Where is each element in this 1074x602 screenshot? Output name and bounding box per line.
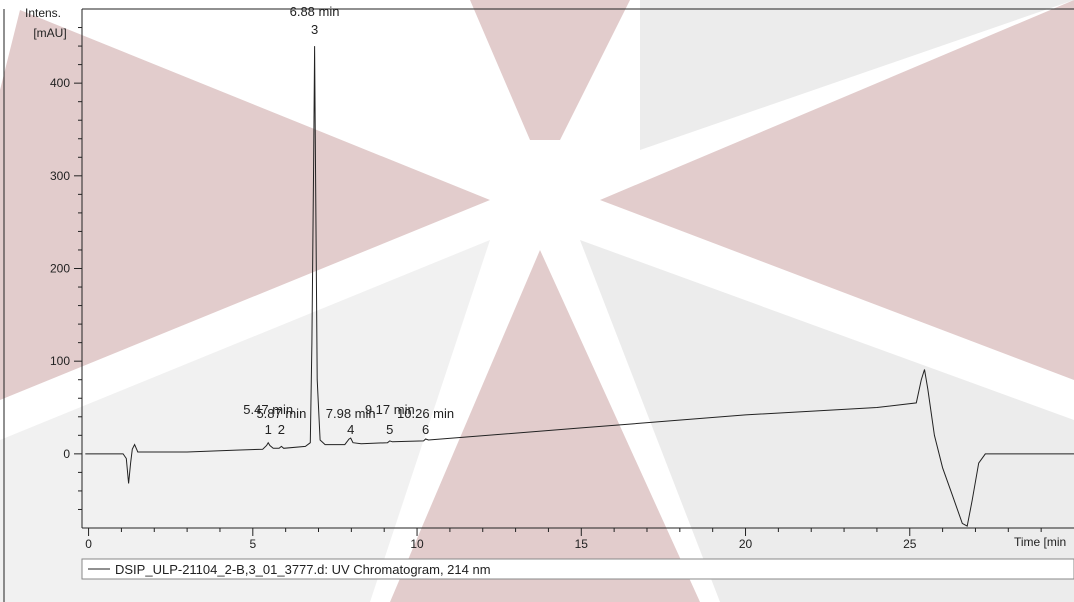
peak-retention-label: 7.98 min	[326, 406, 376, 421]
x-tick-label: 15	[575, 537, 589, 551]
y-axis-title-line1: Intens.	[25, 6, 61, 20]
peak-retention-label: 5.47 min	[243, 402, 293, 417]
x-tick-label: 5	[249, 537, 256, 551]
bg-shape-lower-right	[580, 240, 1074, 602]
bg-shape-right	[600, 0, 1074, 380]
y-tick-label: 200	[50, 262, 70, 276]
y-tick-label: 400	[50, 76, 70, 90]
peak-number: 2	[278, 422, 285, 437]
y-tick-label: 100	[50, 354, 70, 368]
bg-shape-top	[470, 0, 630, 140]
x-tick-label: 20	[739, 537, 753, 551]
y-axis-title-line2: [mAU]	[33, 26, 66, 40]
x-tick-label: 25	[903, 537, 917, 551]
peak-number: 5	[386, 422, 393, 437]
x-tick-label: 10	[410, 537, 424, 551]
peak-number: 4	[347, 422, 354, 437]
peak-retention-label: 6.88 min	[290, 4, 340, 19]
y-axis-ticks: 0 100 200 300 400	[50, 27, 82, 510]
peak-retention-label: 10.26 min	[397, 406, 454, 421]
bg-shape-left	[0, 10, 490, 400]
x-tick-label: 0	[85, 537, 92, 551]
legend-box	[81, 558, 1074, 580]
peak-annotations: 1 5.47 min 25.87 min 3 6.88 min 47.98 min 5 9.1…	[243, 4, 454, 437]
x-axis-ticks: 0 5 10 15 20 25	[85, 528, 1042, 551]
y-tick-label: 300	[50, 169, 70, 183]
x-axis-title: Time [min	[1014, 535, 1066, 549]
plot-frame	[3, 8, 1074, 602]
peak-number: 3	[311, 22, 318, 37]
bg-shape-upper-mid	[640, 0, 1074, 150]
peak-number: 6	[422, 422, 429, 437]
peak-retention-label: 5.87 min	[256, 406, 306, 421]
peak-retention-label: 9.17 min	[365, 402, 415, 417]
bg-shape-lower-left	[0, 240, 490, 602]
legend: DSIP_ULP-21104_2-B,3_01_3777.d: UV Chrom…	[81, 558, 1074, 580]
series-trace	[85, 46, 1074, 527]
y-tick-label: 0	[63, 447, 70, 461]
legend-entry: DSIP_ULP-21104_2-B,3_01_3777.d: UV Chrom…	[115, 562, 491, 577]
peak-number: 1	[265, 422, 272, 437]
bg-shape-bottom	[390, 250, 700, 602]
